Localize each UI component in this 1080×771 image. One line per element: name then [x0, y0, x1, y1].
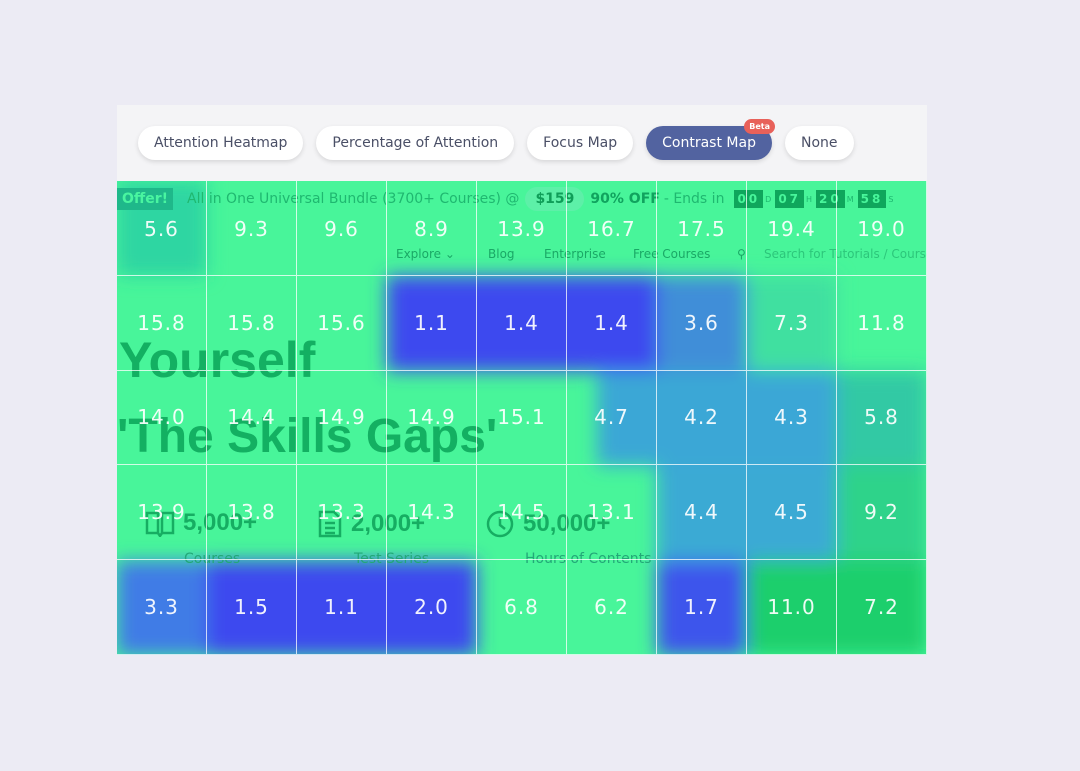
grid-cell: 3.6	[657, 275, 747, 371]
grid-cell: 7.2	[837, 560, 927, 655]
grid-cell: 1.7	[657, 560, 747, 655]
grid-cell: 13.8	[207, 465, 297, 561]
grid-cell: 15.8	[117, 275, 207, 371]
tab-focus-map[interactable]: Focus Map	[527, 126, 634, 160]
grid-cell: 4.7	[567, 370, 657, 466]
offer-tag: Offer!	[117, 188, 174, 210]
stat-value: 2,000+	[351, 510, 426, 537]
stat-label-test-series: Test Series	[354, 551, 430, 567]
timer-unit: M	[846, 194, 854, 204]
grid-cell: 14.4	[207, 370, 297, 466]
document-icon	[318, 510, 342, 538]
grid-cell: 1.4	[477, 275, 567, 371]
stat-value: 5,000+	[183, 509, 258, 536]
grid-cell: 14.9	[297, 370, 387, 466]
tab-percentage-of-attention[interactable]: Percentage of Attention	[316, 126, 515, 160]
grid-cell: 2.0	[387, 560, 477, 655]
grid-cell: 4.4	[657, 465, 747, 561]
timer-days: 00	[734, 190, 764, 208]
hero-line-2: 'The Skills Gaps'	[117, 410, 498, 463]
grid-cell: 11.8	[837, 275, 927, 371]
banner-discount: 90% OFF	[590, 191, 660, 207]
tab-none[interactable]: None	[784, 126, 854, 160]
grid-cell: 14.3	[387, 465, 477, 561]
banner-ends: - Ends in	[663, 191, 725, 207]
banner-price: $159	[525, 187, 585, 211]
grid-cell: 8.9	[387, 181, 477, 276]
book-icon	[145, 511, 175, 537]
grid-cell: 1.1	[387, 275, 477, 371]
nav-free-courses: Free Courses	[633, 247, 711, 261]
grid-cell: 1.1	[297, 560, 387, 655]
grid-cell: 9.6	[297, 181, 387, 276]
tab-label: Percentage of Attention	[332, 135, 499, 151]
contrast-grid: 5.6 9.3 9.6 8.9 13.9 16.7 17.5 19.4 19.0…	[117, 181, 927, 655]
grid-cell: 4.3	[747, 370, 837, 466]
beta-badge: Beta	[744, 119, 775, 134]
contrast-map-panel: Attention Heatmap Percentage of Attentio…	[117, 105, 927, 655]
tab-label: Contrast Map	[662, 135, 756, 151]
grid-cell: 4.2	[657, 370, 747, 466]
grid-cell: 4.5	[747, 465, 837, 561]
hero-line-1: Yourself	[119, 332, 316, 388]
timer-unit: D	[765, 194, 772, 204]
grid-cell: 14.9	[387, 370, 477, 466]
promo-banner: Offer! All in One Universal Bundle (3700…	[117, 181, 927, 217]
timer-unit: H	[806, 194, 813, 204]
clock-icon	[486, 510, 514, 538]
grid-cell: 13.9	[117, 465, 207, 561]
nav-blog: Blog	[488, 247, 515, 261]
contrast-heatmap: Offer! All in One Universal Bundle (3700…	[117, 181, 927, 655]
grid-cell: 13.3	[297, 465, 387, 561]
grid-cell: 5.8	[837, 370, 927, 466]
grid-cell: 1.5	[207, 560, 297, 655]
grid-cell: 5.6	[117, 181, 207, 276]
grid-cell: 7.3	[747, 275, 837, 371]
stat-courses: 5,000+	[145, 509, 257, 537]
tab-label: None	[800, 135, 838, 151]
tab-label: Attention Heatmap	[154, 135, 288, 151]
grid-cell: 1.4	[567, 275, 657, 371]
stat-label-courses: Courses	[184, 551, 241, 567]
nav-explore: Explore ⌄	[396, 247, 455, 261]
banner-text: All in One Universal Bundle (3700+ Cours…	[187, 191, 520, 207]
search-input: Search for Tutorials / Courses	[764, 247, 927, 261]
nav-enterprise: Enterprise	[544, 247, 606, 261]
tab-attention-heatmap[interactable]: Attention Heatmap	[138, 126, 304, 160]
grid-cell: 17.5	[657, 181, 747, 276]
grid-cell: 3.3	[117, 560, 207, 655]
timer-hours: 07	[775, 190, 805, 208]
timer-minutes: 20	[816, 190, 845, 208]
stat-test-series: 2,000+	[317, 509, 425, 539]
timer-unit: S	[888, 194, 894, 204]
grid-cell: 15.1	[477, 370, 567, 466]
tab-label: Focus Map	[543, 135, 618, 151]
search-icon: ⚲	[737, 247, 746, 261]
view-mode-toolbar: Attention Heatmap Percentage of Attentio…	[117, 105, 927, 181]
grid-cell: 9.2	[837, 465, 927, 561]
tab-contrast-map[interactable]: Contrast Map Beta	[646, 119, 775, 160]
grid-cell: 15.6	[297, 275, 387, 371]
grid-cell: 6.2	[567, 560, 657, 655]
grid-cell: 6.8	[477, 560, 567, 655]
grid-cell: 11.0	[747, 560, 837, 655]
grid-cell: 15.8	[207, 275, 297, 371]
grid-cell: 13.9	[477, 181, 567, 276]
grid-cell: 13.1	[567, 465, 657, 561]
grid-cell: 14.0	[117, 370, 207, 466]
timer-seconds: 58	[857, 190, 887, 208]
grid-cell: 9.3	[207, 181, 297, 276]
stat-label-hours: Hours of Contents	[525, 551, 652, 567]
grid-cell: 19.4	[747, 181, 837, 276]
grid-cell: 16.7	[567, 181, 657, 276]
grid-cell: 14.5	[477, 465, 567, 561]
heatmap-color-layer	[117, 181, 927, 655]
grid-cell: 19.0	[837, 181, 927, 276]
